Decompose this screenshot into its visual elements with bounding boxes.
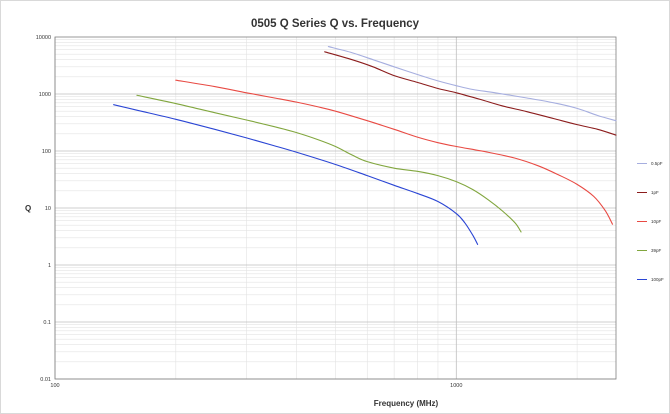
legend-swatch — [637, 192, 647, 193]
series-line-10pf — [175, 79, 614, 225]
series-lines — [113, 46, 617, 245]
legend-label: 100pF — [651, 277, 664, 282]
y-tick-label: 1 — [48, 263, 51, 269]
legend-label: 1pF — [651, 190, 659, 195]
legend-item: 0.5pF — [637, 156, 667, 171]
x-tick-label: 100 — [50, 383, 59, 389]
y-axis-label: Q — [25, 204, 32, 213]
y-tick-label: 1000 — [39, 92, 51, 98]
series-line-1pf — [324, 51, 617, 136]
legend-item: 39pF — [637, 243, 667, 258]
legend-swatch — [637, 279, 647, 280]
legend-item: 100pF — [637, 272, 667, 287]
series-line-39pf — [136, 94, 522, 233]
x-axis-label: Frequency (MHz) — [373, 399, 439, 408]
legend-label: 10pF — [651, 219, 662, 224]
x-tick-label: 1000 — [450, 383, 462, 389]
series-line-100pf — [113, 104, 479, 245]
legend-item: 1pF — [637, 185, 667, 200]
legend-swatch — [637, 250, 647, 251]
y-tick-label: 10000 — [36, 35, 51, 41]
y-tick-label: 10 — [45, 206, 51, 212]
minor-gridlines — [55, 37, 616, 379]
legend-swatch — [637, 221, 647, 222]
y-tick-label: 0.1 — [43, 320, 51, 326]
x-tick-labels: 100 1000 — [50, 383, 462, 389]
y-tick-label: 0.01 — [40, 377, 51, 383]
chart-title: 0505 Q Series Q vs. Frequency — [250, 18, 420, 30]
legend-item: 10pF — [637, 214, 667, 229]
legend-label: 0.5pF — [651, 161, 663, 166]
y-tick-label: 100 — [42, 149, 51, 155]
series-line-0-5pf — [327, 46, 617, 122]
chart-legend: 0.5pF 1pF 10pF 39pF 100pF — [637, 156, 667, 301]
plot-area-border — [54, 36, 617, 380]
y-tick-labels: 0.01 0.1 1 10 100 1000 10000 — [36, 35, 51, 383]
legend-swatch — [637, 163, 647, 164]
legend-label: 39pF — [651, 248, 662, 253]
